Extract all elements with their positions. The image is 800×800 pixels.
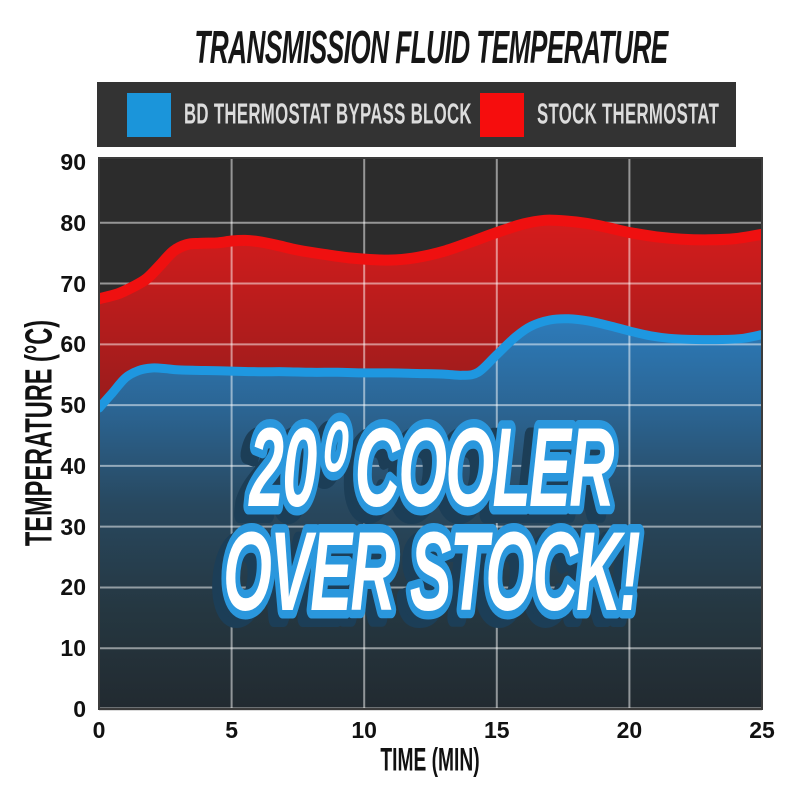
- plot-border: [98, 157, 763, 710]
- x-tick-label-10: 10: [351, 717, 377, 743]
- bd-thermostat-area: [99, 318, 762, 709]
- y-tick-label-30: 30: [60, 513, 86, 540]
- y-tick-label-40: 40: [60, 452, 86, 479]
- y-tick-label-20: 20: [60, 574, 86, 601]
- x-tick-label-5: 5: [225, 717, 238, 743]
- series-lines: [99, 214, 762, 413]
- y-tick-label-50: 50: [60, 392, 86, 419]
- y-tick-label-80: 80: [60, 209, 86, 236]
- stock-series-swatch: [480, 93, 524, 137]
- annotation-line-2-shadow: OVER STOCK!: [214, 518, 631, 643]
- x-tick-label-25: 25: [749, 717, 775, 743]
- x-axis-title: TIME (MIN): [380, 741, 480, 778]
- bd-thermostat-line: [99, 314, 762, 413]
- y-tick-label-70: 70: [60, 270, 86, 297]
- page-title: TRANSMISSION FLUID TEMPERATURE: [194, 21, 668, 73]
- x-tick-label-15: 15: [484, 717, 510, 743]
- stock-thermostat-line: [99, 214, 762, 305]
- legend-label-bd: BD THERMOSTAT BYPASS BLOCK: [184, 98, 472, 131]
- y-tick-label-60: 60: [60, 331, 86, 358]
- y-tick-label-0: 0: [73, 696, 86, 722]
- y-tick-label-10: 10: [60, 635, 86, 662]
- bd-series-swatch: [127, 93, 171, 137]
- annotation-line-2: OVER STOCK!: [223, 510, 640, 635]
- legend: BD THERMOSTAT BYPASS BLOCK STOCK THERMOS…: [97, 82, 736, 147]
- x-tick-label-0: 0: [92, 717, 106, 743]
- annotation-line-1-shadow: 20⁰ COOLER: [239, 414, 605, 539]
- legend-label-stock: STOCK THERMOSTAT: [537, 98, 720, 131]
- annotation-line-1: 20⁰ COOLER: [248, 406, 614, 531]
- y-tick-label-90: 90: [60, 149, 86, 175]
- x-tick-label-20: 20: [616, 717, 643, 743]
